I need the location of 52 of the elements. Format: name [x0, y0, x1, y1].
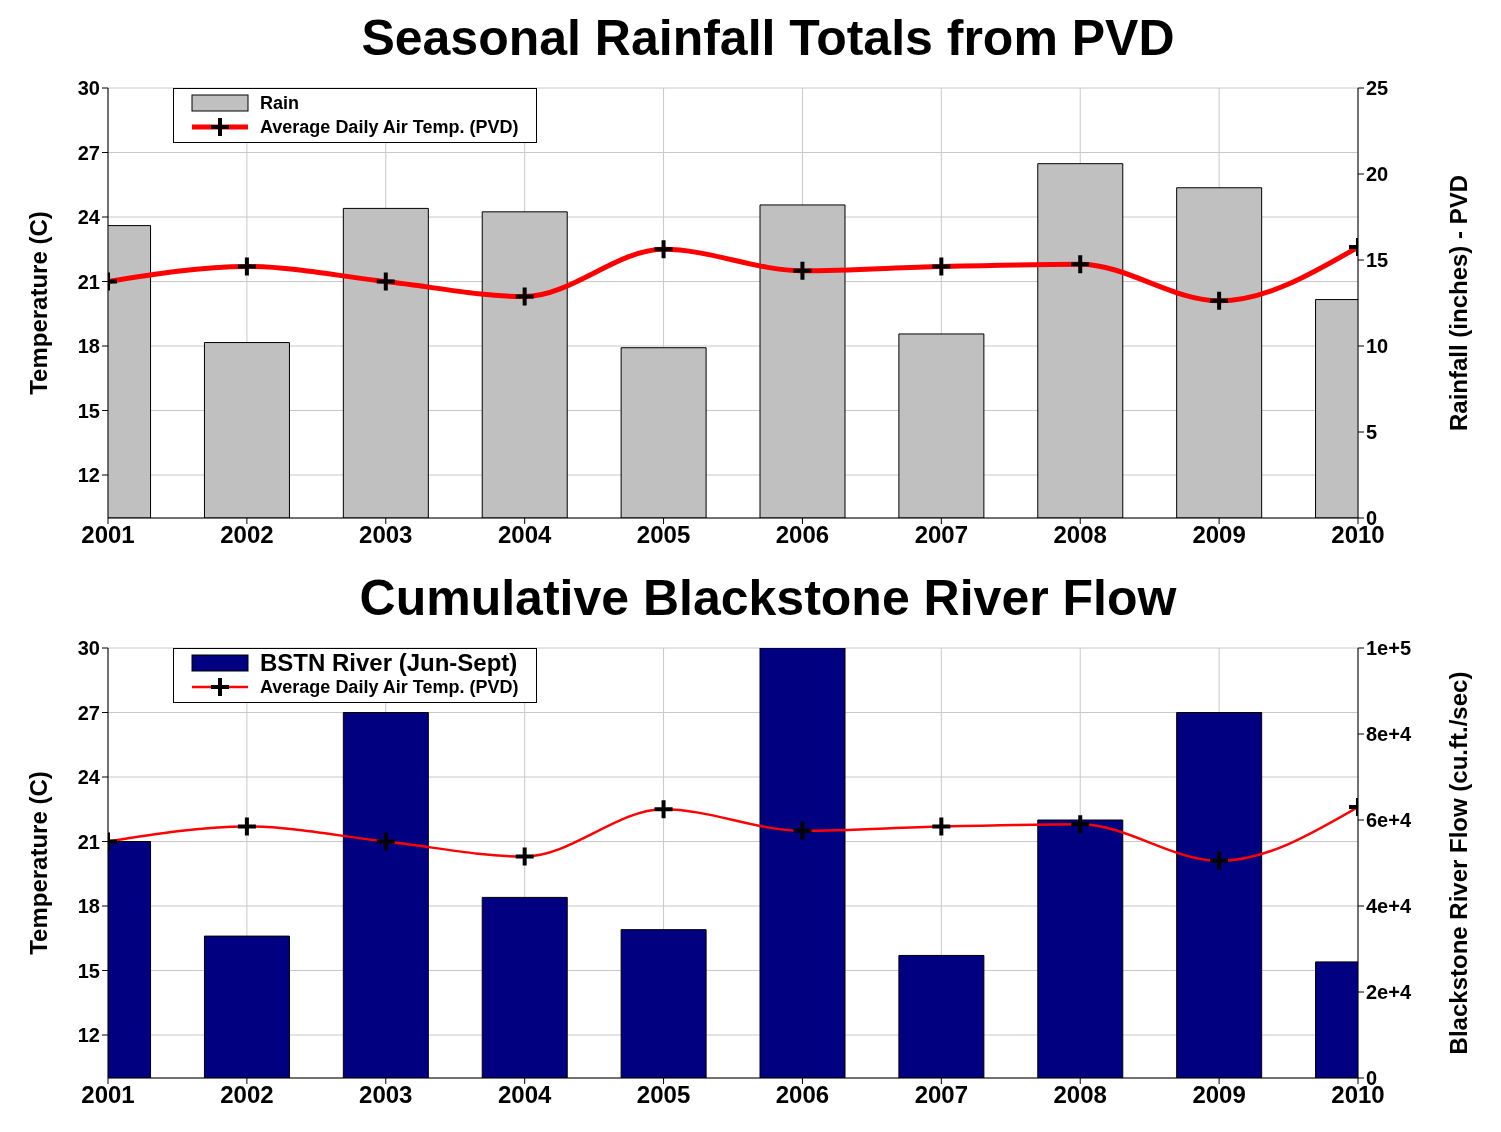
legend-label: Average Daily Air Temp. (PVD): [260, 116, 519, 138]
x-tick-label: 2006: [775, 1081, 830, 1109]
y-tick-label: 30: [77, 637, 100, 660]
y-tick-label: 15: [77, 399, 100, 422]
chart-title: Seasonal Rainfall Totals from PVD: [360, 9, 1176, 68]
y2-tick-label: 1e+5: [1366, 637, 1412, 660]
y2-axis-title: Blackstone River Flow (cu.ft./sec): [1444, 671, 1472, 1055]
x-tick-label: 2009: [1192, 1081, 1246, 1109]
x-tick-label: 2009: [1192, 521, 1246, 549]
y2-tick-label: 15: [1366, 249, 1389, 272]
x-tick-label: 2005: [636, 1081, 691, 1109]
y-axis-title: Temperature (C): [24, 211, 52, 395]
y-tick-label: 27: [77, 141, 100, 164]
y2-axis-title: Rainfall (inches) - PVD: [1444, 174, 1472, 432]
y2-tick-label: 8e+4: [1366, 723, 1412, 746]
x-tick-label: 2008: [1053, 521, 1107, 549]
y-tick-label: 18: [77, 895, 100, 918]
y2-tick-label: 4e+4: [1366, 895, 1412, 918]
y2-tick-label: 6e+4: [1366, 809, 1412, 832]
x-tick-label: 2004: [497, 1081, 553, 1109]
x-tick-label: 2004: [497, 521, 553, 549]
legend-label: BSTN River (Jun-Sept): [260, 649, 518, 677]
y2-tick-label: 10: [1366, 335, 1389, 358]
x-tick-label: 2003: [359, 1081, 413, 1109]
chart-title: Cumulative Blackstone River Flow: [358, 569, 1178, 628]
x-tick-label: 2002: [220, 521, 274, 549]
x-tick-label: 2001: [81, 1081, 135, 1109]
y-tick-label: 21: [77, 830, 100, 853]
y-tick-label: 27: [77, 701, 100, 724]
y-tick-label: 24: [77, 206, 101, 229]
x-tick-label: 2005: [636, 521, 691, 549]
y-tick-label: 24: [77, 766, 101, 789]
y-tick-label: 30: [77, 77, 100, 100]
y-axis-title: Temperature (C): [24, 771, 52, 955]
y2-tick-label: 20: [1366, 163, 1389, 186]
y2-tick-label: 2e+4: [1366, 981, 1412, 1004]
x-tick-label: 2006: [775, 521, 830, 549]
x-tick-label: 2007: [914, 521, 969, 549]
legend-label: Rain: [260, 92, 300, 114]
y-tick-label: 12: [77, 464, 100, 487]
y-tick-label: 12: [77, 1024, 100, 1047]
x-tick-label: 2003: [359, 521, 413, 549]
x-tick-label: 2001: [81, 521, 135, 549]
y-tick-label: 18: [77, 335, 100, 358]
y2-tick-label: 25: [1366, 77, 1389, 100]
y-tick-label: 15: [77, 959, 100, 982]
y2-tick-label: 5: [1366, 421, 1378, 444]
x-tick-label: 2002: [220, 1081, 274, 1109]
x-tick-label: 2008: [1053, 1081, 1107, 1109]
x-tick-label: 2007: [914, 1081, 969, 1109]
y-tick-label: 21: [77, 270, 100, 293]
legend-label: Average Daily Air Temp. (PVD): [260, 676, 519, 698]
